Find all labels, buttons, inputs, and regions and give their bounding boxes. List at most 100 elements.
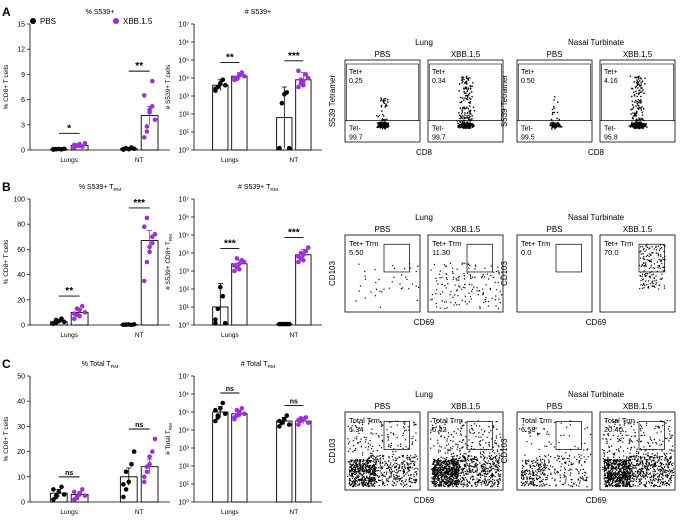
- panel-C-flow-0-0-event: [398, 469, 400, 472]
- panel-A-flow-0-1-event: [471, 96, 473, 98]
- panel-C-flow-0-1-event: [447, 452, 449, 454]
- panel-A-flow-0-0-event: [380, 106, 383, 108]
- panel-C-flow-1-1-event: [659, 461, 662, 464]
- panel-A-flow-0-1-event: [462, 115, 464, 117]
- panel-C-flow-0-0-event: [381, 474, 384, 476]
- panel-C-flow-1-0-event: [526, 441, 528, 443]
- panel-C-bar-log-point-xbb: [298, 416, 304, 421]
- panel-B-flow-0-0-event: [393, 267, 395, 270]
- panel-C-flow-0-1-event: [453, 455, 455, 457]
- panel-C-flow-0-0-event: [404, 460, 406, 462]
- panel-A-flow-0-1-event: [468, 92, 471, 95]
- panel-B-flow-0-1-event: [469, 274, 471, 276]
- panel-B-bar-linear-point-xbb: [141, 224, 147, 230]
- panel-A-flow-0-0-event: [381, 118, 384, 120]
- panel-C-flow-0-0-event: [361, 474, 363, 476]
- panel-C-flow-0-0-event: [357, 478, 360, 481]
- panel-C-flow-0-0-event: [387, 433, 389, 436]
- panel-C-flow-1-0-event: [546, 433, 548, 435]
- panel-C-flow-1-0-event: [572, 485, 574, 488]
- panel-C-flow-0-1-event: [481, 469, 484, 471]
- panel-B-flow-0-1-event: [473, 286, 475, 288]
- panel-A-flow-0-1-event: [463, 78, 465, 81]
- panel-C-flow-0-0-event: [372, 474, 375, 476]
- panel-C-flow-0-1-event: [490, 480, 492, 482]
- panel-C-flow-0-0-event: [365, 479, 367, 481]
- panel-C-flow-0-0-event: [385, 473, 387, 475]
- panel-A-flow-1-0-event: [549, 123, 552, 125]
- panel-C-flow-1-1-event: [645, 473, 647, 475]
- panel-A-flow-ylabel: S539 Tetramer: [328, 75, 337, 128]
- panel-C-flow-0-1-event: [463, 478, 465, 480]
- panel-C-flow-0-1-event: [463, 474, 465, 477]
- panel-B-flow-1-0-frame: [516, 234, 593, 313]
- panel-C-flow-1-0-gate1-name: Total Trm: [521, 416, 552, 425]
- panel-B-flow-1-1-event: [657, 245, 660, 247]
- panel-C-flow-1-1-event: [620, 432, 622, 434]
- panel-B-flow-0-1-event: [495, 305, 497, 307]
- panel-A-flow-0-0-event: [381, 127, 384, 130]
- panel-C-flow-0-1-event: [489, 452, 491, 454]
- panel-B-flow-1-1-event: [662, 270, 664, 272]
- panel-C-flow-0-1-event: [480, 466, 482, 468]
- panel-C-bar-log-sig-label: ns: [226, 386, 234, 393]
- panel-C-flow-0-1-event: [482, 481, 484, 483]
- panel-C-flow-0-1-event: [439, 465, 441, 467]
- panel-C-flow-1-0-event: [539, 477, 542, 479]
- panel-C-flow-0-1-event: [465, 473, 467, 475]
- panel-C-flow-0-1-event: [492, 449, 495, 452]
- panel-C-flow-1-0-event: [521, 477, 523, 480]
- panel-B-bar-linear-point-pbs: [53, 317, 59, 323]
- panel-C-flow-0-0-event: [374, 473, 376, 475]
- panel-C-bar-log-tick-label: 10¹: [179, 482, 190, 489]
- panel-C-flow-1-0-event: [524, 484, 526, 486]
- panel-C-flow-0-0-event: [382, 483, 384, 485]
- panel-C-flow-0-0-event: [396, 424, 398, 426]
- panel-A-flow-0-1-gate2-value: 99.7: [432, 135, 446, 142]
- panel-B-flow-0-0-event: [370, 291, 372, 293]
- panel-C-flow-0-0-event: [355, 465, 357, 467]
- panel-A-flow-1-1-event: [641, 124, 643, 126]
- panel-C-flow-0-1-event: [464, 465, 466, 468]
- panel-C-flow-0-1-event: [442, 479, 445, 481]
- panel-C-flow-0-0-event: [379, 475, 381, 477]
- panel-A-flow-1-0-event: [550, 124, 553, 126]
- panel-C-flow-0-0-event: [394, 467, 396, 469]
- panel-A-flow-1-0-event: [551, 125, 554, 127]
- panel-C-flow-0-1-event: [437, 478, 439, 480]
- panel-C-flow-0-0-event: [374, 480, 376, 482]
- panel-B-flow-0-1-event: [484, 299, 486, 301]
- panel-A-flow-1-1-event: [636, 76, 639, 78]
- panel-A-flow-0-1-event: [467, 127, 469, 129]
- panel-C-flow-1-0-event: [540, 465, 542, 468]
- panel-C-flow-0-0-event: [414, 454, 416, 456]
- panel-C-flow-1-0-event: [531, 461, 533, 463]
- panel-A-flow-1-1-event: [639, 121, 641, 124]
- panel-C-flow-0-0-event: [357, 459, 359, 461]
- panel-C-flow-0-0-event: [353, 473, 356, 475]
- panel-C-flow-0-1-event: [468, 455, 470, 457]
- panel-C-flow-0-1-event: [443, 477, 446, 479]
- panel-C-flow-1-1-event: [640, 440, 643, 442]
- panel-C-flow-0-1-event: [482, 466, 485, 468]
- panel-C-flow-1-1-event: [614, 483, 617, 486]
- panel-C-bar-log-point-pbs: [213, 418, 218, 424]
- panel-A-flow-1-1-event: [636, 124, 638, 127]
- panel-C-flow-1-1-event: [611, 474, 613, 476]
- panel-C-flow-0-1-event: [457, 470, 459, 472]
- panel-C-flow-0-0-event: [397, 467, 399, 469]
- panel-A-flow-0-1-event: [464, 112, 466, 114]
- panel-C-flow-0-1-event: [459, 430, 461, 432]
- panel-C-flow-0-1-event: [451, 479, 453, 481]
- panel-A-flow-1-0-gate1-name: Tet+: [521, 69, 534, 76]
- panel-A-flow-1-0-gate2-value: 99.5: [521, 135, 535, 142]
- panel-C-flow-0-1-event: [447, 465, 449, 467]
- panel-C-flow-0-0-event: [371, 455, 373, 457]
- panel-C-flow-0-0-event: [358, 473, 361, 475]
- panel-C-flow-0-1-event: [472, 457, 474, 459]
- panel-C-bar-log-category-label: NT: [290, 509, 299, 516]
- panel-C-flow-0-1-event: [441, 462, 443, 464]
- panel-B-flow-1-1-event: [658, 258, 660, 261]
- panel-A-flow-0-1-event: [468, 97, 471, 99]
- panel-C-bar-linear-ylabel-main: % CD8+ T cells: [3, 416, 10, 461]
